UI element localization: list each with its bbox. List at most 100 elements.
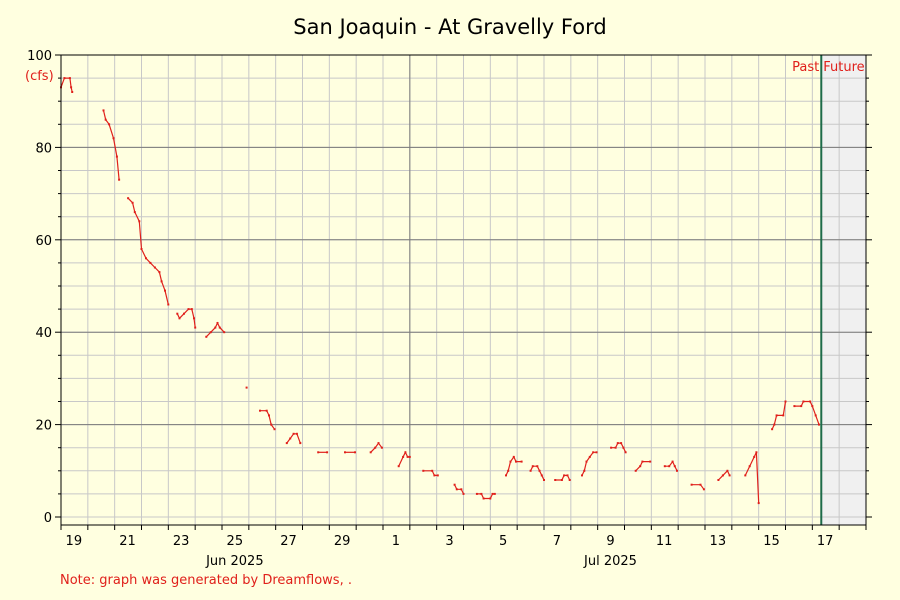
data-point bbox=[344, 451, 346, 454]
x-tick-label: 27 bbox=[280, 534, 297, 549]
future-shade bbox=[821, 55, 866, 525]
data-point bbox=[68, 77, 71, 80]
data-point bbox=[158, 271, 161, 274]
data-point bbox=[566, 474, 569, 477]
data-point bbox=[721, 474, 724, 477]
x-tick-label: 9 bbox=[606, 534, 614, 549]
data-point bbox=[744, 474, 747, 477]
data-point bbox=[475, 492, 478, 495]
data-point bbox=[568, 479, 571, 481]
data-point bbox=[755, 451, 758, 454]
data-point bbox=[671, 460, 674, 463]
x-tick-label: 13 bbox=[710, 534, 727, 549]
data-point bbox=[673, 465, 676, 468]
data-point bbox=[160, 280, 163, 283]
data-point bbox=[153, 266, 156, 269]
data-point bbox=[482, 497, 485, 500]
data-point bbox=[104, 118, 107, 121]
data-point bbox=[127, 197, 130, 200]
data-point bbox=[402, 455, 405, 458]
data-point bbox=[595, 451, 598, 454]
data-point bbox=[205, 335, 208, 338]
data-point bbox=[70, 86, 73, 89]
data-point bbox=[610, 446, 613, 449]
data-point bbox=[531, 465, 534, 468]
series-line-segment bbox=[286, 433, 301, 444]
data-point bbox=[295, 432, 298, 435]
series-line-segment bbox=[127, 197, 169, 305]
data-point bbox=[620, 442, 623, 445]
data-point bbox=[809, 400, 812, 403]
series-line-segment bbox=[691, 484, 705, 490]
data-point bbox=[289, 437, 292, 440]
future-region bbox=[821, 55, 866, 525]
data-point bbox=[102, 109, 105, 112]
series-line-segment bbox=[581, 451, 597, 476]
data-point bbox=[193, 317, 195, 320]
series-line-segment bbox=[102, 110, 120, 180]
data-point bbox=[374, 446, 377, 449]
data-point bbox=[690, 483, 693, 486]
data-point bbox=[818, 423, 820, 426]
y-tick-label: 60 bbox=[35, 234, 52, 249]
data-point bbox=[581, 474, 583, 477]
data-point bbox=[214, 326, 217, 329]
data-point bbox=[453, 483, 456, 486]
data-point bbox=[462, 492, 465, 495]
data-point bbox=[771, 428, 774, 431]
data-point bbox=[218, 326, 221, 329]
data-point bbox=[800, 405, 803, 408]
data-point bbox=[663, 465, 666, 468]
x-tick-label: 3 bbox=[445, 534, 453, 549]
series-line-segment bbox=[744, 452, 760, 504]
data-point bbox=[194, 326, 197, 329]
y-tick-label: 40 bbox=[35, 326, 52, 341]
data-point bbox=[493, 492, 496, 495]
data-point bbox=[540, 474, 543, 477]
data-point bbox=[285, 442, 288, 445]
series-line-segment bbox=[530, 465, 545, 481]
data-point bbox=[326, 451, 329, 454]
data-point bbox=[63, 77, 66, 80]
data-point bbox=[507, 469, 510, 472]
data-point bbox=[115, 155, 118, 158]
series-line-segment bbox=[794, 400, 820, 425]
x-month-label: Jul 2025 bbox=[583, 554, 637, 569]
data-point bbox=[397, 465, 400, 468]
data-point bbox=[422, 469, 425, 472]
series-line-segment bbox=[60, 77, 73, 93]
data-point bbox=[292, 432, 295, 435]
data-point bbox=[560, 479, 563, 481]
y-tick-label: 100 bbox=[27, 49, 52, 64]
data-point bbox=[585, 460, 588, 463]
data-point bbox=[728, 474, 731, 477]
data-point bbox=[145, 257, 147, 260]
data-point bbox=[178, 317, 181, 320]
data-point bbox=[515, 460, 517, 463]
x-tick-label: 11 bbox=[656, 534, 673, 549]
data-point bbox=[404, 451, 407, 454]
data-point bbox=[753, 455, 756, 458]
data-point bbox=[802, 400, 805, 403]
data-point bbox=[773, 423, 776, 426]
data-point bbox=[259, 409, 261, 412]
data-point bbox=[676, 469, 678, 472]
data-point bbox=[520, 460, 523, 463]
data-point bbox=[460, 488, 463, 491]
data-point bbox=[512, 455, 515, 458]
series-line-segment bbox=[717, 469, 731, 481]
x-tick-label: 15 bbox=[763, 534, 780, 549]
data-point bbox=[149, 261, 152, 264]
data-point bbox=[455, 488, 458, 491]
y-tick-label: 80 bbox=[35, 141, 52, 156]
data-point bbox=[509, 460, 512, 463]
data-point bbox=[529, 469, 532, 472]
x-month-label: Jun 2025 bbox=[205, 554, 264, 569]
data-point bbox=[748, 465, 751, 468]
data-point bbox=[583, 469, 586, 472]
data-point bbox=[380, 446, 383, 449]
data-point bbox=[480, 492, 483, 495]
series-line-segment bbox=[423, 470, 438, 476]
